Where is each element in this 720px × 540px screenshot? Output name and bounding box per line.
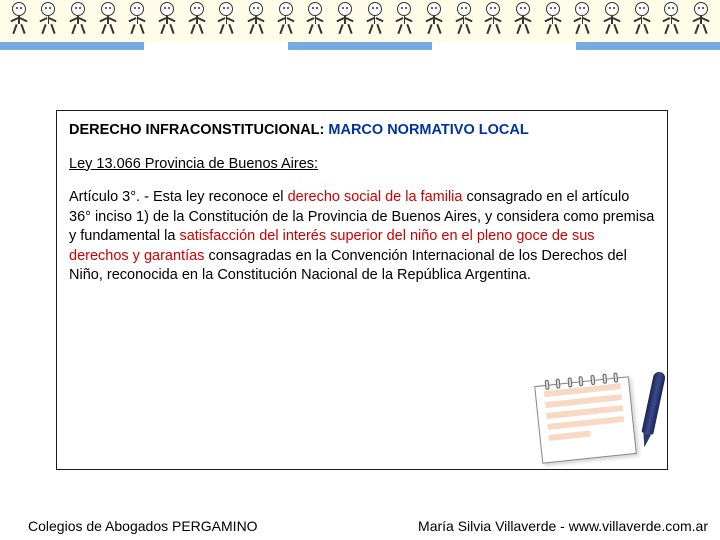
stick-figure-icon bbox=[511, 2, 535, 40]
stick-figure-icon bbox=[274, 2, 298, 40]
stick-figure-icon bbox=[541, 2, 565, 40]
stick-figure-icon bbox=[333, 2, 357, 40]
stick-figure-icon bbox=[363, 2, 387, 40]
stick-figure-icon bbox=[125, 2, 149, 40]
title-highlight: MARCO NORMATIVO LOCAL bbox=[328, 122, 528, 138]
stick-figure-icon bbox=[689, 2, 713, 40]
notepad-illustration bbox=[528, 367, 663, 467]
stick-figure-border bbox=[0, 0, 720, 42]
stick-figure-icon bbox=[185, 2, 209, 40]
panel-title: DERECHO INFRACONSTITUCIONAL: MARCO NORMA… bbox=[69, 121, 655, 141]
content-panel: DERECHO INFRACONSTITUCIONAL: MARCO NORMA… bbox=[56, 110, 668, 470]
stick-figure-icon bbox=[66, 2, 90, 40]
footer: Colegios de Abogados PERGAMINO María Sil… bbox=[0, 518, 720, 534]
stick-figure-icon bbox=[659, 2, 683, 40]
stick-figure-icon bbox=[303, 2, 327, 40]
stick-figure-icon bbox=[600, 2, 624, 40]
footer-left: Colegios de Abogados PERGAMINO bbox=[28, 518, 258, 534]
stick-figure-icon bbox=[7, 2, 31, 40]
flag-stripe bbox=[0, 42, 720, 50]
title-prefix: DERECHO INFRACONSTITUCIONAL: bbox=[69, 122, 328, 138]
footer-right: María Silvia Villaverde - www.villaverde… bbox=[418, 518, 708, 534]
stick-figure-icon bbox=[570, 2, 594, 40]
stick-figure-icon bbox=[96, 2, 120, 40]
stick-figure-icon bbox=[452, 2, 476, 40]
stick-figure-icon bbox=[392, 2, 416, 40]
stick-figure-icon bbox=[155, 2, 179, 40]
law-reference: Ley 13.066 Provincia de Buenos Aires: bbox=[69, 155, 655, 175]
stick-figure-icon bbox=[481, 2, 505, 40]
stick-figure-icon bbox=[36, 2, 60, 40]
stick-figure-icon bbox=[214, 2, 238, 40]
stick-figure-icon bbox=[630, 2, 654, 40]
notepad-paper bbox=[534, 376, 637, 464]
stick-figure-icon bbox=[244, 2, 268, 40]
article-text: Artículo 3°. - Esta ley reconoce el dere… bbox=[69, 188, 655, 286]
stick-figure-icon bbox=[422, 2, 446, 40]
pen-illustration bbox=[636, 371, 666, 462]
